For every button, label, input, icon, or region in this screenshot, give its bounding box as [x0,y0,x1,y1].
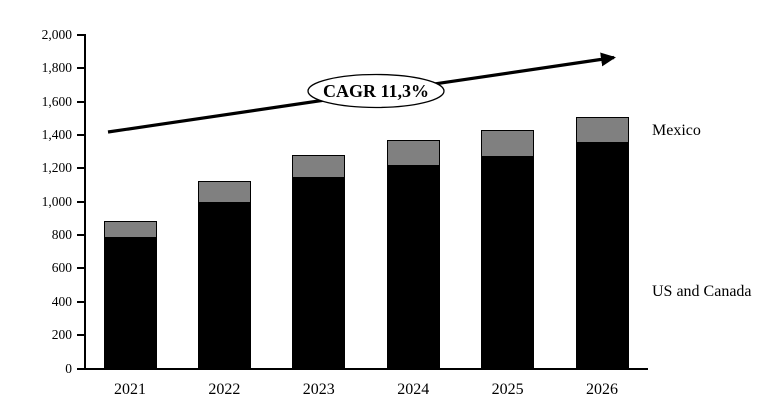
series-label-us-and-canada: US and Canada [652,283,752,300]
y-axis-tick-label: 800 [51,227,72,243]
bar-segment-us-and-canada-2021 [103,238,157,369]
x-axis-line [84,368,648,370]
y-axis-tick-label: 600 [51,260,72,276]
x-axis-label-2026: 2026 [586,381,618,398]
bar-segment-mexico-2021 [103,220,157,239]
cagr-ellipse [307,73,445,109]
y-axis-tick [77,367,84,370]
x-axis-label-2021: 2021 [114,381,146,398]
bar-segment-us-and-canada-2026 [575,143,629,369]
y-axis-tick-label: 1,600 [41,93,72,109]
bar-segment-mexico-2026 [575,116,629,144]
y-axis-tick [77,200,84,203]
cagr-label: CAGR 11,3% [323,81,429,101]
y-axis-tick-label: 1,000 [41,193,72,209]
bar-segment-mexico-2022 [197,180,251,204]
x-axis-label-2025: 2025 [491,381,524,398]
y-axis-tick-label: 1,400 [41,127,72,143]
bar-segment-us-and-canada-2022 [197,203,251,369]
y-axis-tick-label: 1,200 [41,160,72,176]
y-axis-tick-label: 1,800 [41,60,72,76]
y-axis-tick [77,167,84,170]
series-label-mexico: Mexico [652,122,701,139]
x-axis-label-2022: 2022 [208,381,241,398]
y-axis-tick [77,267,84,270]
y-axis-tick-label: 0 [65,360,72,376]
bar-segment-mexico-2025 [481,130,535,157]
y-axis-tick [77,334,84,337]
x-axis-label-2023: 2023 [302,381,335,398]
bar-segment-mexico-2023 [292,155,346,179]
bar-segment-mexico-2024 [386,140,440,166]
y-axis-tick [77,67,84,70]
y-axis-tick [77,34,84,36]
y-axis-tick-label: 2,000 [41,27,72,42]
y-axis-tick [77,234,84,237]
y-axis-tick [77,100,84,103]
y-axis-tick-label: 400 [51,293,72,309]
y-axis-tick [77,134,84,137]
x-axis-label-2024: 2024 [397,381,430,398]
y-axis-line [84,34,86,370]
bar-segment-us-and-canada-2024 [386,165,440,369]
y-axis-tick-label: 200 [51,327,72,343]
y-axis-tick [77,300,84,303]
bar-segment-us-and-canada-2025 [481,156,535,369]
bar-segment-us-and-canada-2023 [292,178,346,369]
cagr-trend-arrow [107,52,616,134]
